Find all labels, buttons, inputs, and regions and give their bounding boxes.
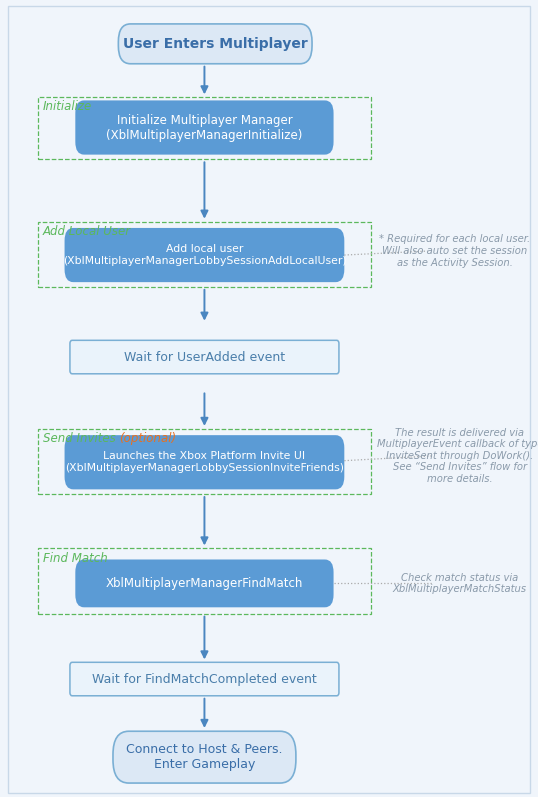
Text: (optional): (optional) xyxy=(119,432,176,445)
Text: XblMultiplayerManagerFindMatch: XblMultiplayerManagerFindMatch xyxy=(106,577,303,590)
FancyBboxPatch shape xyxy=(65,435,344,489)
Text: The result is delivered via
MultiplayerEvent callback of type
InviteSent through: The result is delivered via MultiplayerE… xyxy=(377,428,538,484)
Text: Add local user
(XblMultiplayerManagerLobbySessionAddLocalUser): Add local user (XblMultiplayerManagerLob… xyxy=(62,244,346,266)
FancyBboxPatch shape xyxy=(65,228,344,282)
Text: Add Local User: Add Local User xyxy=(43,225,131,238)
FancyBboxPatch shape xyxy=(70,662,339,696)
FancyBboxPatch shape xyxy=(75,559,334,607)
Text: Initialize: Initialize xyxy=(43,100,93,113)
Text: Wait for FindMatchCompleted event: Wait for FindMatchCompleted event xyxy=(92,673,317,685)
FancyBboxPatch shape xyxy=(118,24,312,64)
Text: Launches the Xbox Platform Invite UI
(XblMultiplayerManagerLobbySessionInviteFri: Launches the Xbox Platform Invite UI (Xb… xyxy=(65,451,344,473)
Text: Check match status via
XblMultiplayerMatchStatus: Check match status via XblMultiplayerMat… xyxy=(393,572,527,595)
Text: User Enters Multiplayer: User Enters Multiplayer xyxy=(123,37,308,51)
Text: Connect to Host & Peers.
Enter Gameplay: Connect to Host & Peers. Enter Gameplay xyxy=(126,743,282,771)
Text: Initialize Multiplayer Manager
(XblMultiplayerManagerInitialize): Initialize Multiplayer Manager (XblMulti… xyxy=(106,113,303,142)
FancyBboxPatch shape xyxy=(113,732,296,783)
Text: Wait for UserAdded event: Wait for UserAdded event xyxy=(124,351,285,363)
Text: Send Invites: Send Invites xyxy=(43,432,119,445)
Text: * Required for each local user.
Will also auto set the session
as the Activity S: * Required for each local user. Will als… xyxy=(379,234,530,268)
FancyBboxPatch shape xyxy=(75,100,334,155)
FancyBboxPatch shape xyxy=(70,340,339,374)
Text: Find Match: Find Match xyxy=(43,552,108,564)
